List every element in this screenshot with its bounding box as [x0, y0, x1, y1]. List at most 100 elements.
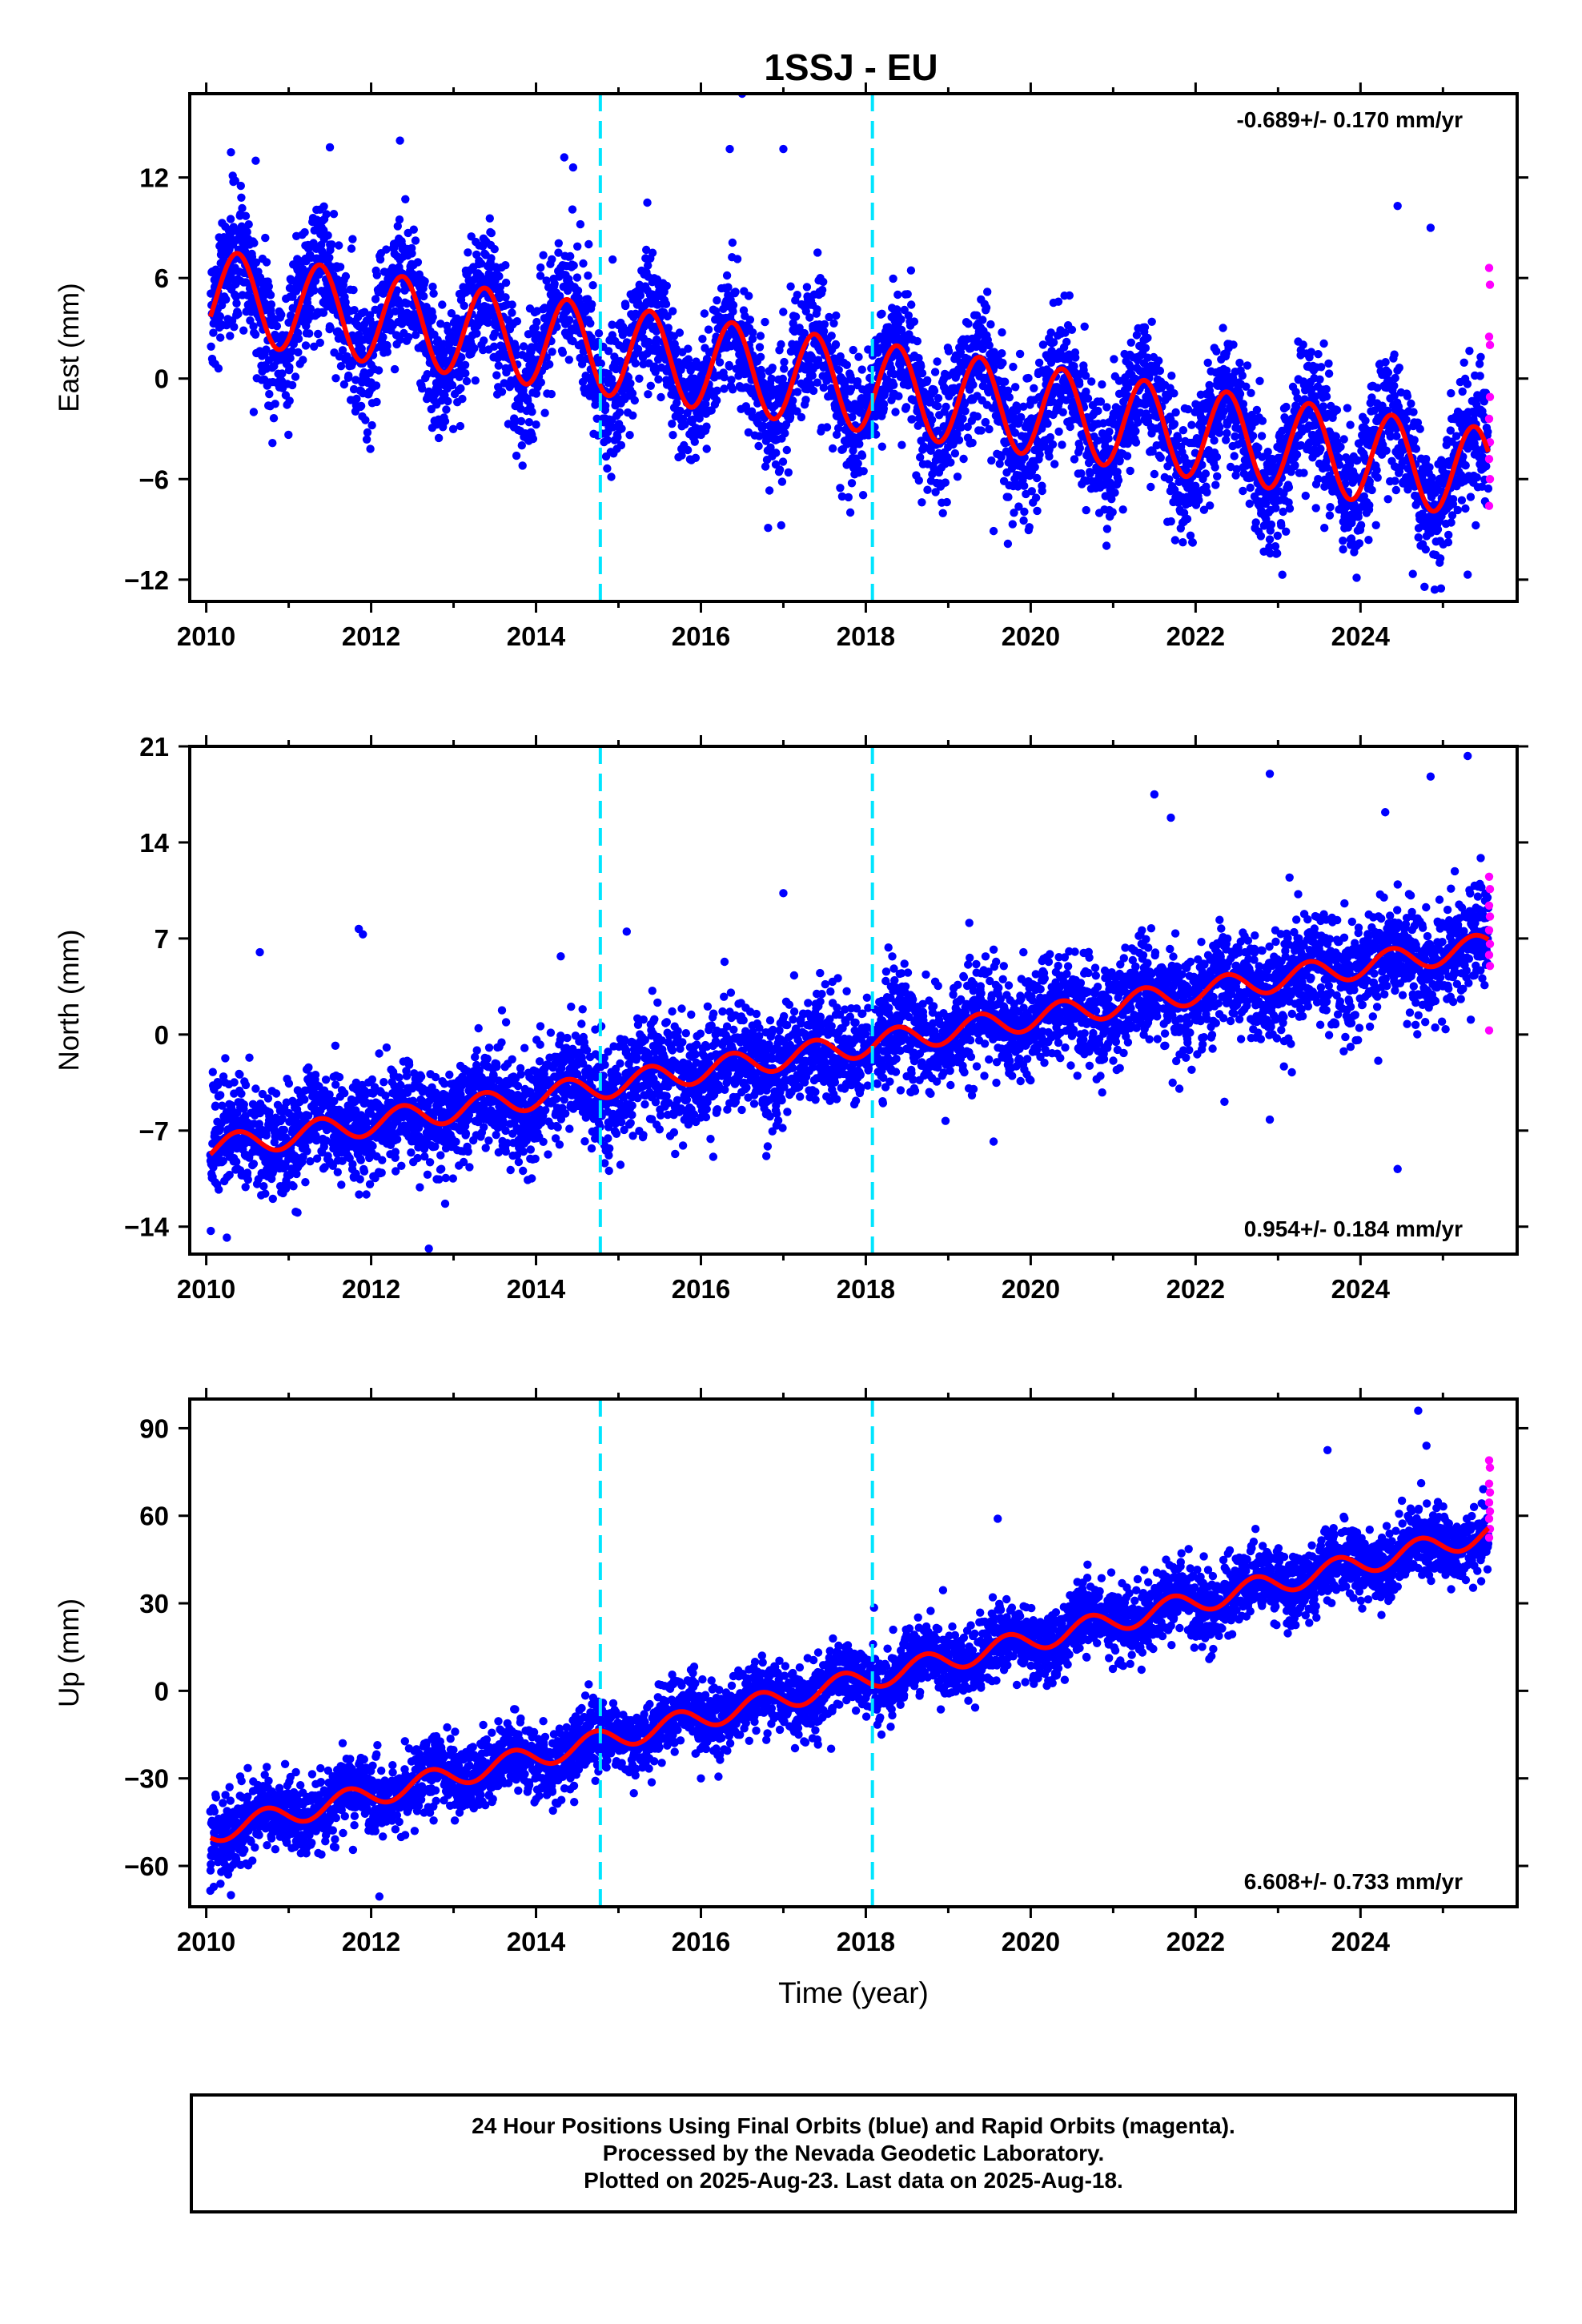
final-point: [1154, 356, 1163, 365]
final-point: [408, 249, 416, 258]
final-point: [897, 440, 906, 449]
final-point: [633, 344, 643, 354]
final-point: [232, 299, 241, 308]
final-point: [286, 354, 295, 363]
final-point: [1080, 322, 1089, 331]
final-point: [442, 405, 451, 414]
final-point: [1315, 375, 1324, 384]
final-point: [756, 332, 765, 340]
final-point: [889, 380, 898, 389]
final-point: [323, 231, 332, 240]
final-point: [728, 238, 737, 247]
final-point: [1058, 408, 1067, 416]
final-point: [1352, 573, 1361, 582]
final-point: [1141, 344, 1150, 352]
final-point: [1114, 476, 1123, 485]
final-point: [207, 342, 215, 351]
final-point: [934, 402, 942, 411]
final-point: [729, 300, 738, 310]
final-point: [1170, 389, 1178, 398]
final-point: [291, 372, 300, 381]
final-point: [267, 300, 276, 309]
final-point: [722, 271, 732, 280]
final-point: [383, 348, 391, 356]
final-point: [1094, 406, 1102, 416]
final-point: [314, 329, 323, 339]
final-point: [1291, 460, 1299, 470]
final-point: [1004, 493, 1013, 501]
final-point: [532, 317, 541, 327]
final-point: [1143, 333, 1152, 343]
final-point: [1257, 432, 1267, 440]
final-point: [983, 287, 992, 296]
final-point: [748, 335, 757, 344]
final-point: [1392, 432, 1401, 440]
final-point: [713, 296, 721, 305]
final-point: [448, 380, 457, 390]
final-point: [287, 380, 297, 390]
final-point: [458, 394, 467, 404]
final-point: [633, 297, 642, 307]
final-point: [1075, 380, 1084, 388]
final-point: [508, 300, 516, 309]
final-point: [352, 394, 361, 404]
final-point: [913, 336, 922, 346]
final-point: [1472, 521, 1480, 530]
final-point: [1070, 455, 1079, 464]
final-point: [1285, 504, 1295, 513]
final-point: [998, 349, 1006, 358]
final-point: [813, 248, 822, 257]
final-point: [284, 430, 293, 440]
final-point: [251, 258, 261, 267]
final-point: [1102, 403, 1111, 412]
final-point: [512, 451, 521, 460]
final-point: [1065, 291, 1074, 300]
final-point: [361, 416, 370, 424]
final-point: [460, 360, 470, 369]
final-point: [767, 374, 776, 384]
final-point: [782, 445, 791, 455]
final-point: [1009, 362, 1018, 372]
final-point: [577, 360, 587, 368]
final-point: [654, 375, 663, 384]
final-point: [761, 317, 769, 327]
final-point: [628, 389, 637, 398]
final-point: [485, 214, 494, 223]
final-point: [1299, 468, 1308, 477]
final-point: [456, 384, 465, 393]
final-point: [727, 376, 736, 384]
final-point: [444, 396, 452, 406]
final-point: [539, 251, 548, 259]
final-point: [691, 453, 701, 462]
final-point: [1367, 485, 1376, 495]
final-point: [1390, 350, 1399, 359]
final-point: [532, 389, 541, 398]
final-point: [262, 258, 271, 267]
final-point: [428, 282, 437, 292]
final-point: [1381, 358, 1390, 367]
final-point: [487, 254, 496, 263]
final-point: [715, 358, 725, 367]
final-point: [720, 372, 729, 382]
final-point: [642, 245, 651, 255]
final-point: [901, 403, 911, 412]
final-point: [1126, 338, 1136, 347]
final-point: [1170, 420, 1179, 428]
final-point: [786, 282, 795, 291]
final-point: [1212, 452, 1222, 461]
final-point: [1324, 369, 1334, 378]
final-point: [1301, 491, 1311, 501]
final-point: [1314, 350, 1323, 359]
final-point: [250, 239, 259, 247]
final-point: [797, 412, 806, 422]
final-point: [844, 493, 853, 502]
final-point: [1472, 473, 1482, 482]
final-point: [793, 407, 801, 416]
final-point: [981, 417, 990, 427]
final-point: [438, 300, 447, 309]
final-point: [749, 328, 757, 337]
final-point: [636, 291, 645, 300]
final-point: [367, 420, 376, 430]
final-point: [347, 244, 356, 253]
